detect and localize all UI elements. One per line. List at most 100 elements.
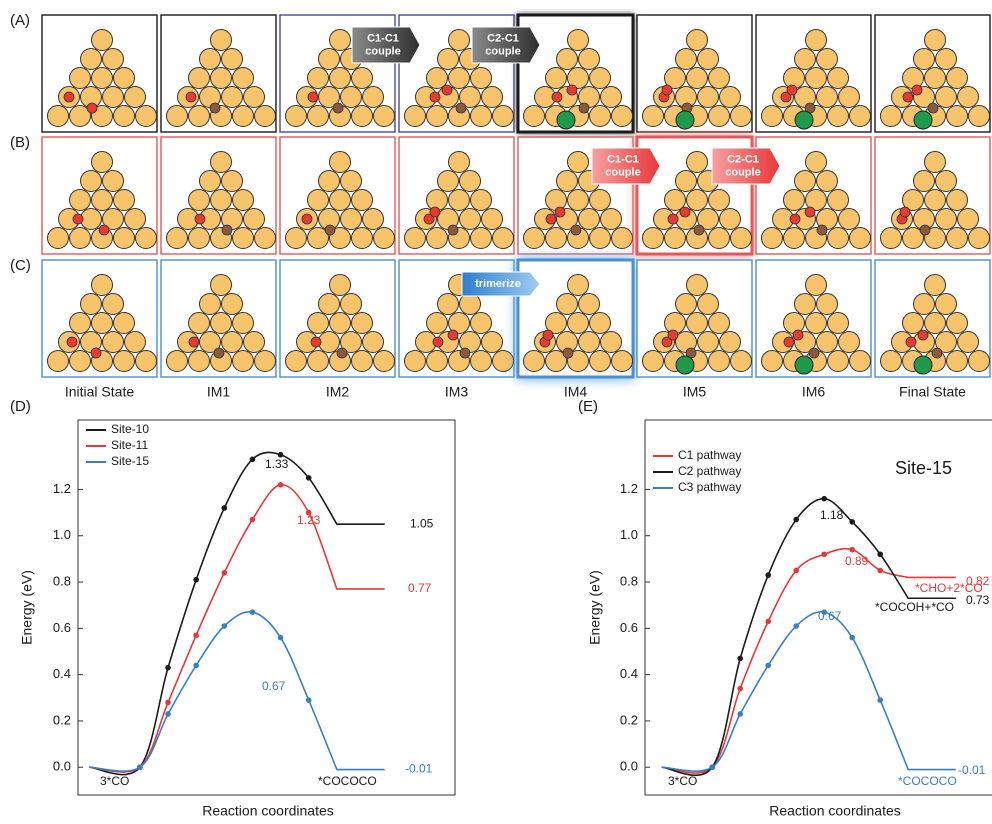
legend-label: C2 pathway xyxy=(678,464,741,478)
annotation: 0.73 xyxy=(966,593,990,607)
atom xyxy=(708,350,730,372)
structure-panel xyxy=(160,136,277,255)
atom xyxy=(589,227,611,249)
atom xyxy=(968,227,990,249)
atom xyxy=(329,29,351,51)
atom xyxy=(232,227,254,249)
atom xyxy=(102,293,124,315)
structure-panel xyxy=(398,136,515,255)
y-tick-label: 1.2 xyxy=(53,481,71,496)
atom xyxy=(135,105,157,127)
arrow-label: C2-C1 xyxy=(727,153,759,165)
adsorbate xyxy=(786,84,798,96)
atom xyxy=(307,105,329,127)
adsorbate xyxy=(429,206,441,218)
site-atom xyxy=(794,110,814,130)
data-point xyxy=(821,551,827,558)
atom xyxy=(340,86,362,108)
adsorbate xyxy=(542,329,554,341)
atom xyxy=(664,189,686,211)
atom xyxy=(362,86,384,108)
adsorbate xyxy=(661,84,673,96)
y-tick-label: 0.6 xyxy=(620,620,638,635)
data-point xyxy=(849,634,855,641)
adsorbate xyxy=(808,347,820,359)
adsorbate xyxy=(917,329,929,341)
atom xyxy=(426,312,448,334)
adsorbate xyxy=(429,91,441,103)
atom xyxy=(935,170,957,192)
atom xyxy=(578,331,600,353)
atom xyxy=(697,293,719,315)
atom xyxy=(556,170,578,192)
atom xyxy=(362,331,384,353)
atom xyxy=(686,274,708,296)
atom xyxy=(481,208,503,230)
adsorbate xyxy=(459,347,471,359)
data-point xyxy=(793,623,799,629)
atom xyxy=(783,227,805,249)
atom xyxy=(545,67,567,89)
column-label: IM2 xyxy=(326,384,350,400)
atom xyxy=(719,86,741,108)
column-label: Final State xyxy=(899,384,966,400)
atom xyxy=(318,170,340,192)
atom xyxy=(188,350,210,372)
atom xyxy=(708,105,730,127)
atom xyxy=(210,29,232,51)
atom xyxy=(329,67,351,89)
atom xyxy=(675,48,697,70)
atom xyxy=(448,312,470,334)
atom xyxy=(545,350,567,372)
atom xyxy=(470,312,492,334)
atom xyxy=(946,67,968,89)
atom xyxy=(578,208,600,230)
data-point xyxy=(793,567,799,574)
y-tick-label: 0.2 xyxy=(620,712,638,727)
atom xyxy=(611,105,633,127)
atom xyxy=(708,227,730,249)
atom xyxy=(307,227,329,249)
adsorbate xyxy=(911,84,923,96)
atom xyxy=(254,227,276,249)
energy-curve xyxy=(661,497,956,777)
atom xyxy=(188,227,210,249)
data-point xyxy=(249,456,256,463)
y-tick-label: 1.0 xyxy=(620,527,638,542)
atom xyxy=(351,189,373,211)
atom xyxy=(362,208,384,230)
structure-panel xyxy=(398,259,515,378)
atom xyxy=(902,312,924,334)
column-label: IM6 xyxy=(802,384,826,400)
arrow xyxy=(711,147,781,185)
adsorbate xyxy=(905,336,917,348)
atom xyxy=(805,189,827,211)
atom xyxy=(210,67,232,89)
adsorbate xyxy=(566,84,578,96)
structure-panel xyxy=(755,14,872,133)
atom xyxy=(373,105,395,127)
data-point xyxy=(277,634,284,641)
atom xyxy=(91,274,113,296)
atom xyxy=(102,170,124,192)
atom xyxy=(69,350,91,372)
atom xyxy=(80,208,102,230)
atom xyxy=(946,312,968,334)
atom xyxy=(80,48,102,70)
atom xyxy=(708,67,730,89)
atom xyxy=(243,208,265,230)
atom xyxy=(91,189,113,211)
atom xyxy=(102,208,124,230)
data-point xyxy=(165,699,171,706)
atom xyxy=(254,350,276,372)
atom xyxy=(794,170,816,192)
data-point xyxy=(221,569,228,576)
atom xyxy=(188,312,210,334)
annotation: 1.33 xyxy=(265,457,289,471)
atom xyxy=(935,331,957,353)
y-axis-title: Energy (eV) xyxy=(19,570,35,645)
x-axis-title: Reaction coordinates xyxy=(769,803,901,819)
data-point xyxy=(877,697,883,703)
atom xyxy=(697,331,719,353)
